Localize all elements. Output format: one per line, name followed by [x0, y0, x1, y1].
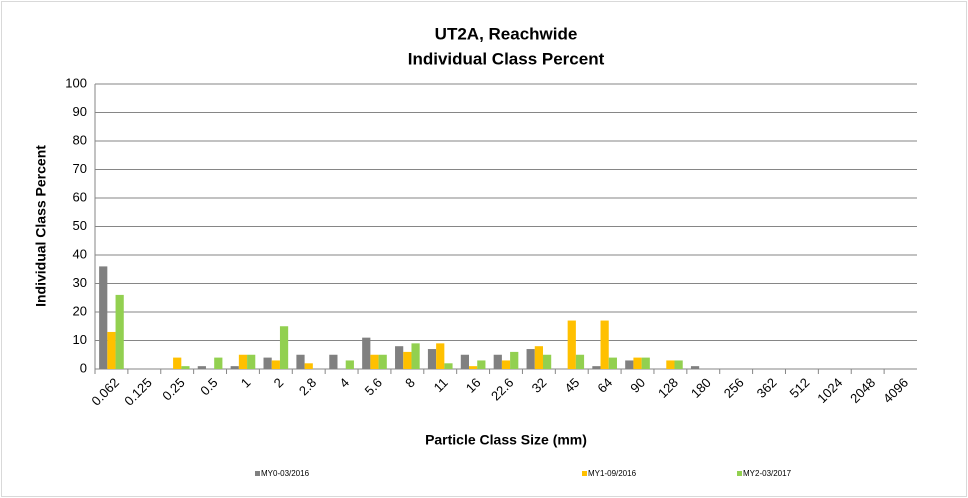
y-tick-label: 50 — [73, 218, 87, 233]
bar — [444, 363, 453, 369]
bar — [378, 354, 387, 369]
bar — [460, 354, 470, 369]
y-tick-label: 30 — [73, 275, 87, 290]
y-tick-label: 70 — [73, 161, 87, 176]
bar — [608, 357, 617, 369]
bar — [238, 354, 248, 369]
legend-label: MY1-09/2016 — [588, 469, 637, 478]
bar — [477, 360, 486, 369]
bar — [345, 360, 354, 369]
bar — [296, 354, 305, 369]
bar — [510, 351, 519, 369]
bar — [666, 360, 675, 369]
bar — [271, 360, 280, 369]
y-tick-label: 60 — [73, 189, 87, 204]
bar — [173, 357, 182, 369]
bar — [115, 294, 124, 369]
y-tick-label: 90 — [73, 104, 87, 119]
bar — [403, 351, 412, 369]
bar — [567, 320, 576, 369]
bar — [362, 337, 371, 369]
legend-swatch — [255, 471, 260, 476]
bar — [247, 354, 256, 369]
y-tick-label: 10 — [73, 332, 87, 347]
legend-swatch — [737, 471, 742, 476]
chart-subtitle: Individual Class Percent — [408, 49, 605, 68]
y-tick-label: 40 — [73, 246, 87, 261]
bar — [641, 357, 650, 369]
bar — [575, 354, 585, 369]
bar — [542, 354, 552, 369]
chart-title: UT2A, Reachwide — [435, 24, 578, 43]
bar — [304, 363, 313, 369]
bar — [690, 366, 700, 369]
bar — [99, 266, 108, 369]
bar — [469, 366, 478, 369]
legend-label: MY0-03/2016 — [261, 469, 310, 478]
bar — [370, 354, 379, 369]
x-axis-title: Particle Class Size (mm) — [425, 432, 587, 448]
bar — [493, 354, 502, 369]
bar — [230, 366, 239, 369]
bar — [214, 357, 223, 369]
bar — [625, 360, 634, 369]
bar — [501, 360, 511, 369]
bar — [674, 360, 683, 369]
bar — [534, 346, 543, 369]
bar — [395, 346, 404, 369]
legend-swatch — [582, 471, 587, 476]
y-tick-label: 0 — [80, 360, 87, 375]
bar — [411, 343, 420, 369]
bar — [263, 357, 272, 369]
bar — [329, 354, 338, 369]
y-tick-label: 80 — [73, 132, 87, 147]
bar — [600, 320, 609, 369]
bar — [592, 366, 601, 369]
legend-label: MY2-03/2017 — [743, 469, 792, 478]
bar — [427, 349, 437, 369]
y-tick-label: 100 — [65, 75, 87, 90]
bar — [633, 357, 642, 369]
bar — [181, 366, 190, 369]
y-axis-title: Individual Class Percent — [33, 145, 49, 307]
bar — [279, 326, 289, 369]
y-tick-label: 20 — [73, 303, 87, 318]
bar — [107, 331, 116, 369]
bar — [436, 343, 445, 369]
bar — [526, 349, 535, 369]
bar — [197, 366, 206, 369]
